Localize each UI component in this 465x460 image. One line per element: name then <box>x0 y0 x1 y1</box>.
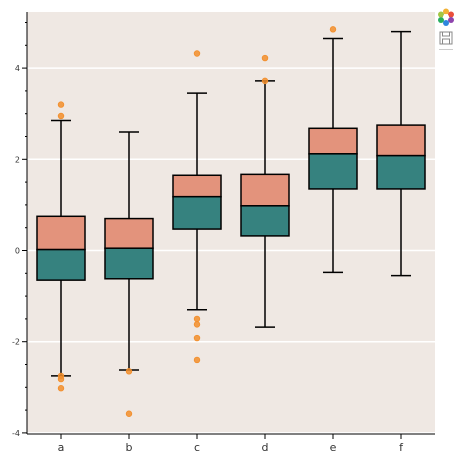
outlier-point <box>329 26 337 33</box>
x-tick-label: d <box>262 441 269 454</box>
outlier-point <box>193 315 201 323</box>
x-axis: a b c d e f <box>58 434 404 454</box>
upper-box <box>308 127 358 155</box>
outlier-point <box>261 77 269 85</box>
outlier-point <box>261 54 269 62</box>
plot-area-background <box>27 12 435 434</box>
box-c <box>172 92 222 311</box>
outlier-points <box>57 26 337 417</box>
lower-box <box>172 195 222 230</box>
upper-box <box>376 124 426 157</box>
y-tick-label: 2 <box>15 155 20 164</box>
grid-lines <box>27 67 435 434</box>
upper-box <box>172 174 222 198</box>
box-d <box>240 80 290 328</box>
x-tick-label: a <box>58 441 65 454</box>
lower-box <box>308 153 358 190</box>
lower-box <box>36 248 86 281</box>
x-tick-label: f <box>399 441 404 454</box>
x-tick-label: b <box>126 441 133 454</box>
outlier-point <box>125 368 133 375</box>
x-tick-label: c <box>194 441 200 454</box>
outlier-point <box>57 385 65 392</box>
outlier-point <box>57 101 65 108</box>
box-b <box>104 131 154 371</box>
box-a <box>36 119 86 377</box>
save-icon[interactable] <box>439 31 453 45</box>
upper-box <box>36 215 86 251</box>
outlier-point <box>193 50 201 57</box>
upper-box <box>104 217 154 249</box>
lower-box <box>104 247 154 280</box>
y-tick-label: 0 <box>15 247 20 256</box>
toolbar-separator <box>439 49 453 50</box>
plot-toolbar <box>437 8 457 50</box>
upper-box <box>240 173 290 207</box>
y-tick-label: 4 <box>15 64 20 73</box>
lower-box <box>376 154 426 190</box>
x-tick-label: e <box>330 441 337 454</box>
y-tick-label: -4 <box>12 429 20 438</box>
outlier-point <box>193 321 201 328</box>
y-tick-label: -2 <box>12 338 20 347</box>
box-f <box>376 30 426 277</box>
outlier-point <box>193 356 201 364</box>
outlier-point <box>57 375 65 383</box>
bokeh-logo-icon[interactable] <box>437 8 455 26</box>
outlier-point <box>193 334 201 342</box>
y-axis: -4 -2 0 2 4 <box>12 22 27 438</box>
box-e <box>308 37 358 274</box>
outlier-point <box>57 112 65 120</box>
lower-box <box>240 205 290 237</box>
outlier-point <box>125 410 133 417</box>
box-series <box>36 30 426 377</box>
